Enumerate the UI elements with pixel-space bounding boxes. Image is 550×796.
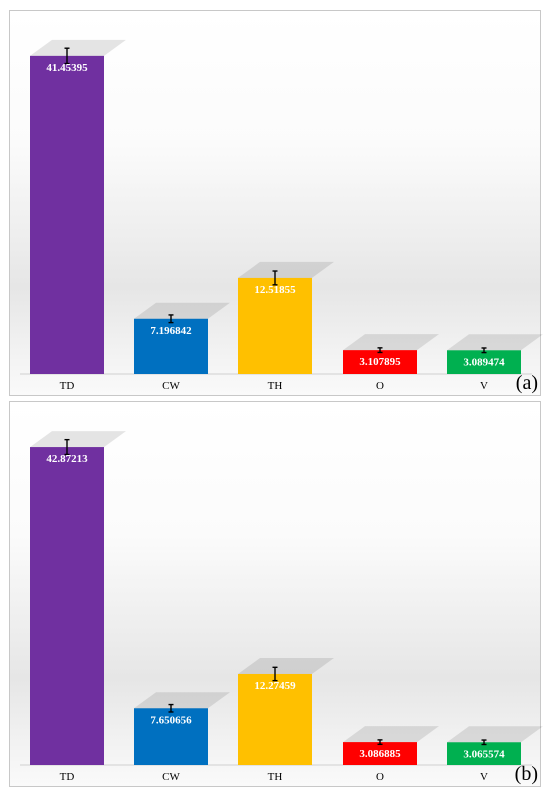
bar-cw: [134, 708, 208, 765]
bar-chart-a: 41.45395 TD 7.196842 CW 12.51855 TH 3.107895 O 3…: [20, 39, 543, 392]
bar-cw: [134, 318, 208, 374]
tick-label: O: [376, 771, 384, 783]
tick-label: CW: [162, 771, 180, 783]
tick-label: TD: [60, 380, 75, 392]
tick-label: CW: [162, 380, 180, 392]
tick-label: V: [480, 380, 488, 392]
chart-panel-b: 42.87213 TD 7.650656 CW 12.27459 TH 3.086885 O 3…: [9, 401, 543, 787]
bar-o: [343, 742, 417, 765]
bar-v: [447, 742, 521, 765]
tick-label: O: [376, 380, 384, 392]
bar-td: [30, 55, 104, 374]
bar-th: [238, 277, 312, 374]
data-label: 7.650656: [150, 714, 192, 726]
bar-td: [30, 447, 104, 765]
data-label: 12.51855: [254, 284, 296, 296]
panel-label-a: (a): [515, 372, 538, 394]
panel-label-b: (b): [514, 763, 538, 785]
tick-label: TH: [268, 771, 283, 783]
tick-label: V: [480, 771, 488, 783]
bar-th: [238, 673, 312, 765]
data-label: 3.086885: [359, 748, 401, 760]
data-label: 3.089474: [463, 356, 505, 368]
bar-v: [447, 350, 521, 374]
data-label: 12.27459: [254, 680, 296, 692]
data-label: 42.87213: [46, 453, 88, 465]
chart-panel-a: 41.45395 TD 7.196842 CW 12.51855 TH 3.107895 O 3…: [9, 10, 543, 396]
data-label: 3.107895: [359, 356, 401, 368]
tick-label: TH: [268, 380, 283, 392]
data-label: 7.196842: [150, 325, 192, 337]
data-label: 41.45395: [46, 62, 88, 74]
bar-o: [343, 350, 417, 374]
data-label: 3.065574: [463, 748, 505, 760]
tick-label: TD: [60, 771, 75, 783]
bar-chart-b: 42.87213 TD 7.650656 CW 12.27459 TH 3.086885 O 3…: [20, 431, 543, 783]
